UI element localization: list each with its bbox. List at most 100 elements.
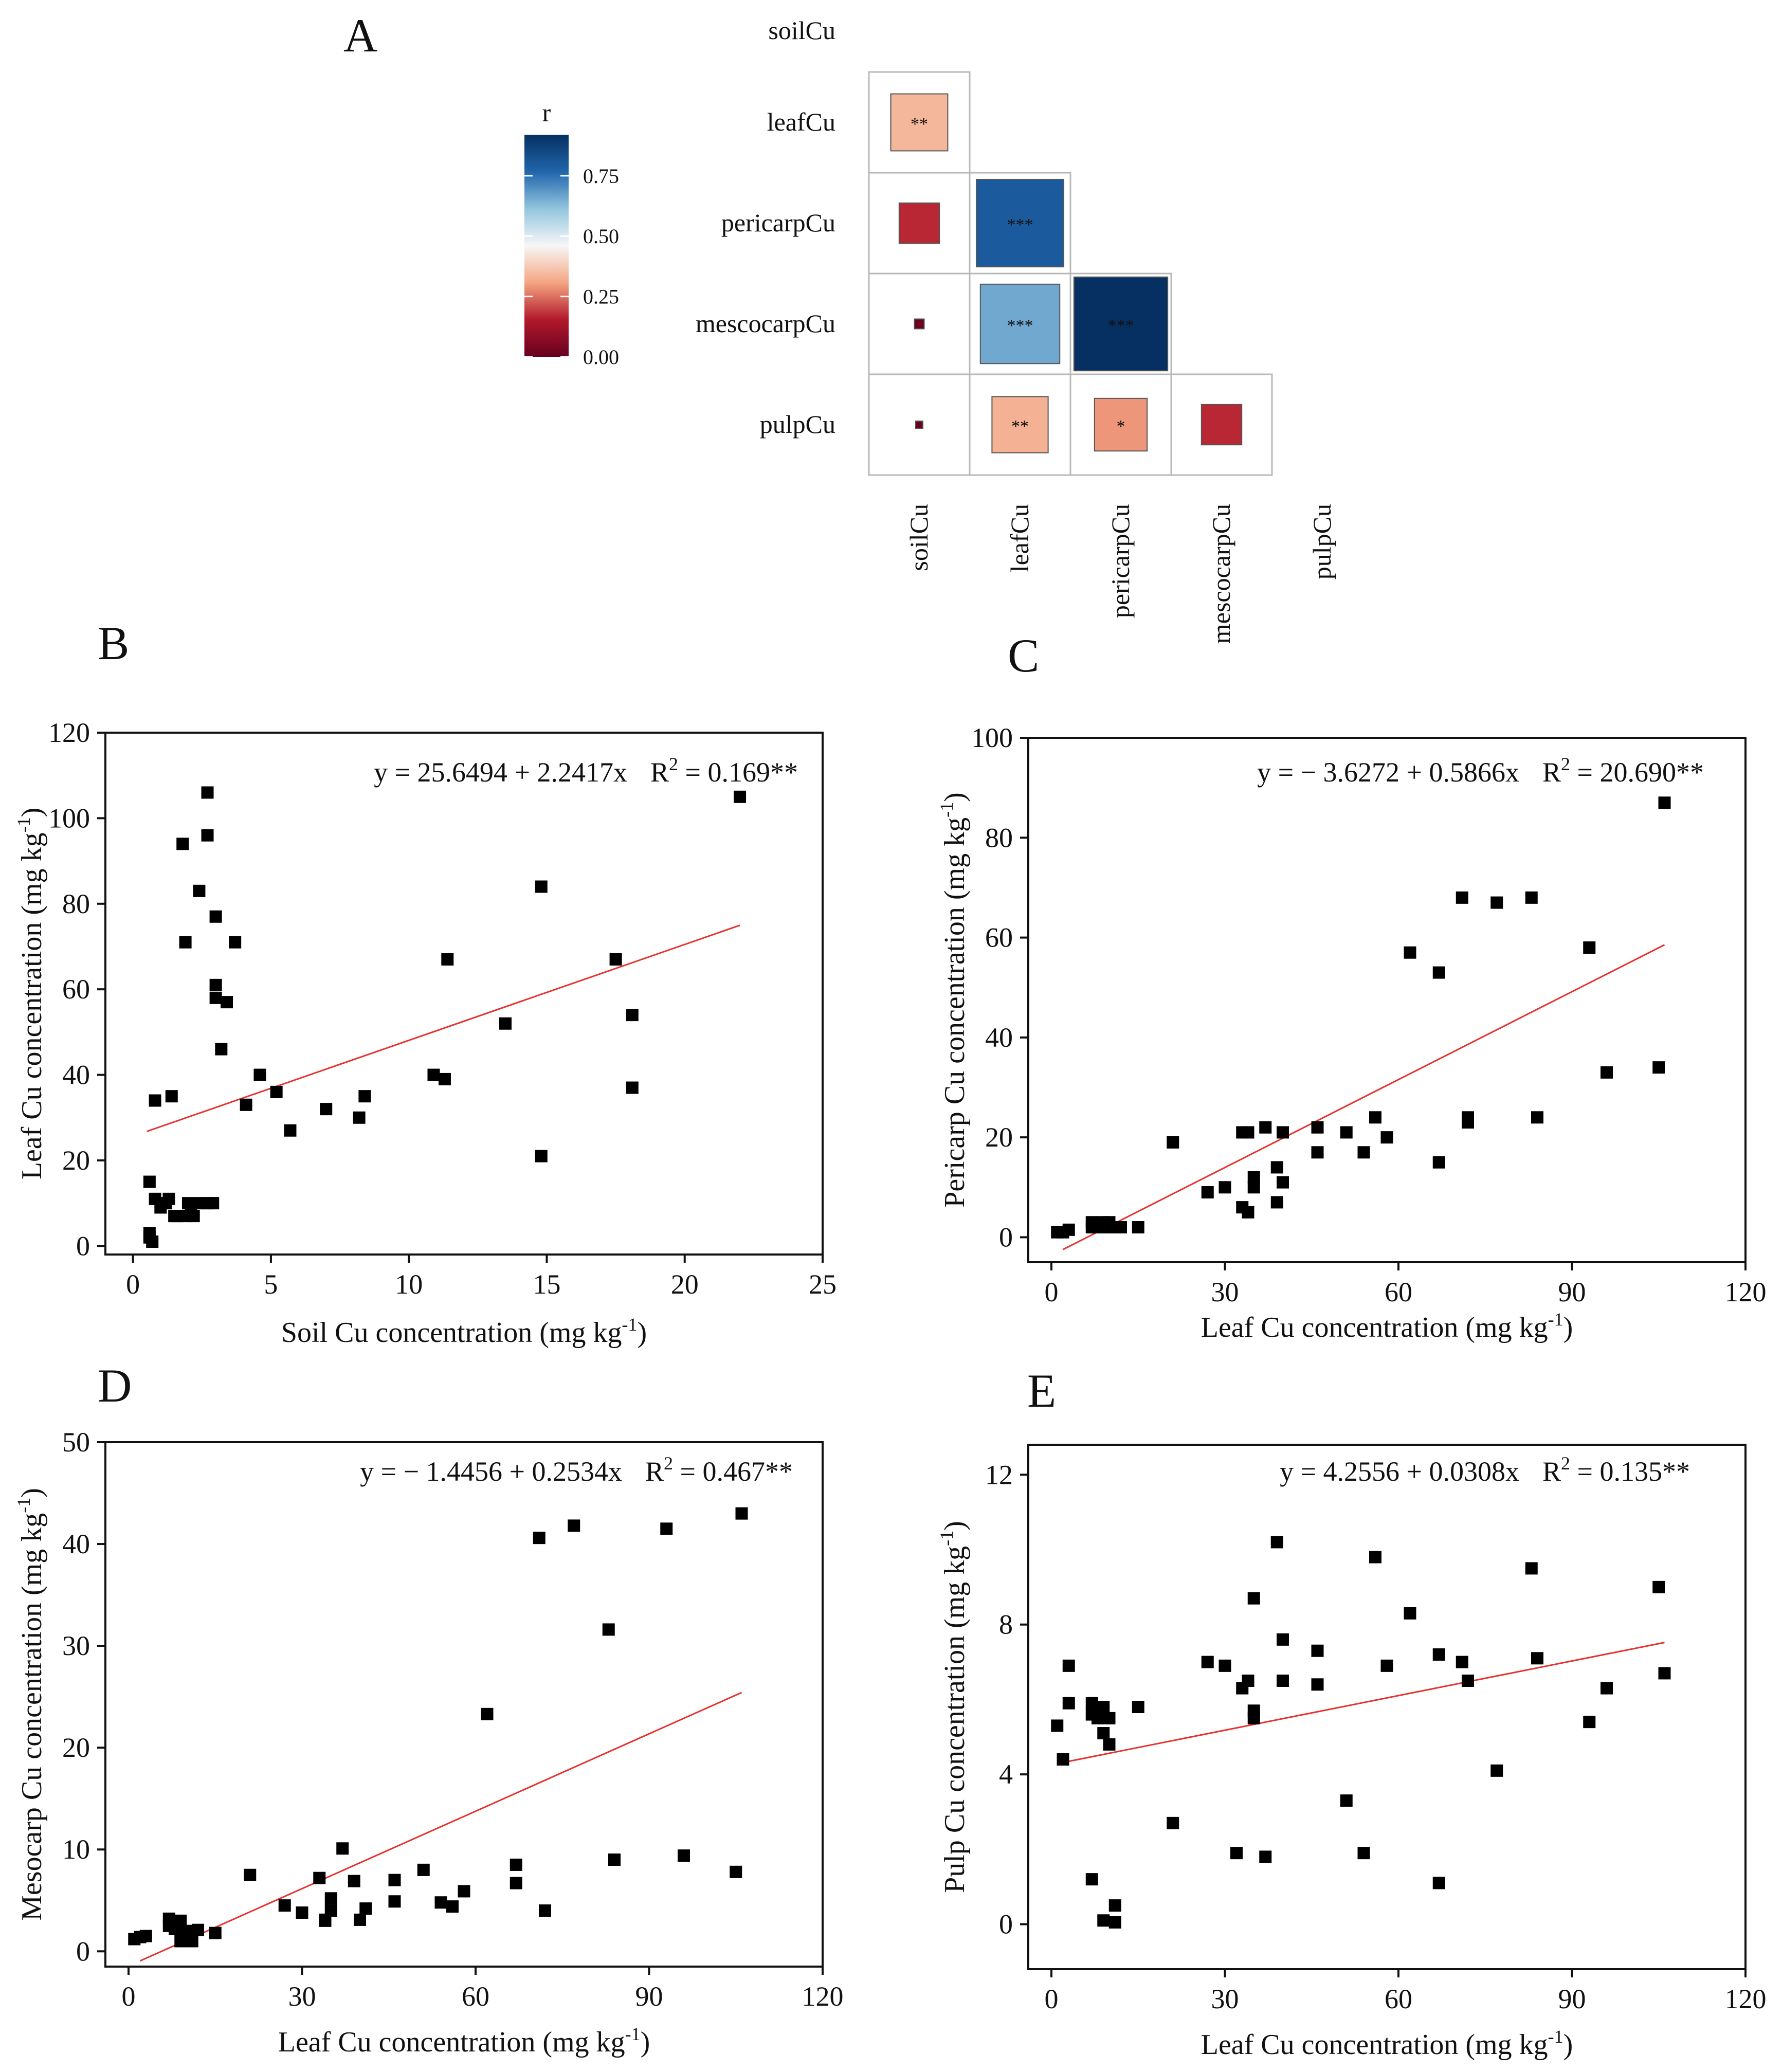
data-point — [1340, 1794, 1353, 1807]
equation-text: y = − 1.4456 + 0.2534x — [360, 1456, 622, 1487]
data-point — [1277, 1675, 1289, 1687]
r-squared-value: = 0.467** — [673, 1456, 793, 1487]
data-point — [535, 880, 548, 893]
data-point — [1583, 1716, 1596, 1729]
data-point — [481, 1707, 494, 1720]
data-point — [1658, 1667, 1671, 1680]
data-point — [215, 1043, 228, 1056]
x-tick-label: 60 — [462, 1981, 489, 2012]
x-axis-title: Leaf Cu concentration (mg kg-1) — [1201, 1309, 1573, 1343]
corr-square-r3-c0 — [914, 318, 925, 330]
data-point — [1652, 1061, 1665, 1074]
y-tick-label: 60 — [62, 974, 90, 1005]
data-point — [1311, 1121, 1324, 1134]
data-point — [388, 1895, 401, 1908]
data-point — [1456, 891, 1468, 904]
data-point — [270, 1085, 283, 1098]
data-point — [240, 1098, 252, 1111]
panel-e-scatter: E 0 30 60 90 120 0 4 8 12 Leaf Cu concentration (… — [936, 1365, 1767, 2061]
x-tick-label: 90 — [635, 1981, 663, 2012]
y-axis-title-text: Pericarp Cu concentration (mg kg — [939, 817, 971, 1208]
y-tick-label: 20 — [62, 1145, 90, 1176]
data-point — [568, 1519, 580, 1532]
data-point — [1369, 1551, 1381, 1564]
data-point — [1108, 1916, 1121, 1929]
y-tick-label: 40 — [62, 1060, 90, 1090]
x-tick-label: 15 — [533, 1269, 560, 1300]
data-point — [678, 1849, 690, 1862]
y-axis-title: Pericarp Cu concentration (mg kg-1) — [936, 792, 971, 1208]
data-point — [626, 1009, 639, 1022]
data-point — [209, 1926, 222, 1939]
regression-line — [1057, 1642, 1665, 1765]
data-point — [1097, 1701, 1110, 1713]
x-tick-label: 120 — [802, 1981, 844, 2012]
colorbar-title: r — [542, 98, 551, 127]
data-point — [348, 1875, 360, 1887]
regression-line — [146, 924, 740, 1133]
r-squared-symbol: R — [1542, 757, 1561, 788]
y-tick-label: 20 — [62, 1732, 90, 1763]
col-label-pericarpCu: pericarpCu — [1106, 504, 1135, 618]
panel-b-scatter: B 0 5 10 15 20 25 0 20 40 60 80 100 120 Soil Cu conce… — [13, 617, 837, 1349]
x-axis-title-exponent: -1 — [625, 2024, 641, 2044]
data-point — [510, 1877, 522, 1889]
x-tick-label: 60 — [1385, 1984, 1412, 2014]
x-axis-title: Leaf Cu concentration (mg kg-1) — [1201, 2026, 1573, 2061]
data-point — [626, 1081, 639, 1094]
corr-square-r2-c1 — [975, 178, 1065, 268]
data-point — [359, 1902, 372, 1915]
data-point — [735, 1507, 748, 1520]
regression-equation: y = 4.2556 + 0.0308x — [1280, 1456, 1519, 1487]
significance-stars: *** — [1007, 215, 1033, 234]
data-point — [162, 1192, 175, 1205]
panel-letter-b: B — [98, 617, 129, 669]
y-tick-label: 40 — [985, 1022, 1013, 1053]
data-point — [1062, 1223, 1075, 1236]
x-tick-label: 5 — [264, 1269, 278, 1300]
significance-stars: ** — [911, 115, 928, 134]
y-axis-title-close: ) — [16, 1488, 48, 1498]
data-point — [358, 1090, 371, 1103]
significance-stars: *** — [1007, 316, 1033, 335]
corr-square-r3-c2 — [1073, 276, 1169, 372]
row-label-pulpCu: pulpCu — [760, 410, 835, 439]
data-point — [209, 978, 222, 991]
data-point — [165, 1090, 178, 1103]
r-squared-label: R2 = 20.690** — [1542, 754, 1704, 788]
data-point — [1277, 1126, 1289, 1139]
correlation-grid: ******** ***** * — [868, 71, 1273, 476]
r-squared-exponent: 2 — [669, 754, 678, 774]
data-point — [149, 1094, 161, 1107]
colorbar-tick-label: 0.25 — [583, 285, 619, 308]
y-axis-title-exponent: -1 — [13, 1498, 34, 1513]
data-point — [1270, 1161, 1283, 1174]
data-point — [1057, 1753, 1069, 1766]
y-tick-label: 0 — [999, 1222, 1013, 1252]
y-tick-label: 40 — [62, 1529, 90, 1559]
equation-text: y = − 3.6272 + 0.5866x — [1257, 757, 1519, 788]
data-point — [1462, 1675, 1474, 1687]
r-squared-exponent: 2 — [1561, 1453, 1570, 1474]
cell-frame — [1069, 373, 1172, 476]
data-point — [1097, 1727, 1110, 1739]
plot-frame — [104, 732, 824, 1256]
y-tick-label: 80 — [985, 822, 1013, 853]
y-tick-label: 12 — [985, 1459, 1013, 1490]
x-tick-label: 90 — [1558, 1984, 1586, 2014]
y-axis-title: Mesocarp Cu concentration (mg kg-1) — [13, 1488, 48, 1921]
data-point — [1247, 1171, 1260, 1184]
data-point — [320, 1103, 333, 1116]
data-point — [1167, 1816, 1179, 1829]
data-point — [146, 1235, 159, 1248]
data-point — [1085, 1697, 1098, 1710]
x-axis-title-close: ) — [1563, 2029, 1573, 2061]
y-axis-title-exponent: -1 — [936, 802, 957, 817]
r-squared-value: = 0.135** — [1570, 1456, 1690, 1487]
data-point — [1270, 1536, 1283, 1549]
data-point — [1242, 1206, 1254, 1219]
data-point — [176, 838, 189, 850]
data-point — [192, 1923, 204, 1936]
x-axis-title: Soil Cu concentration (mg kg-1) — [281, 1314, 647, 1349]
y-axis-title-exponent: -1 — [936, 1531, 957, 1546]
